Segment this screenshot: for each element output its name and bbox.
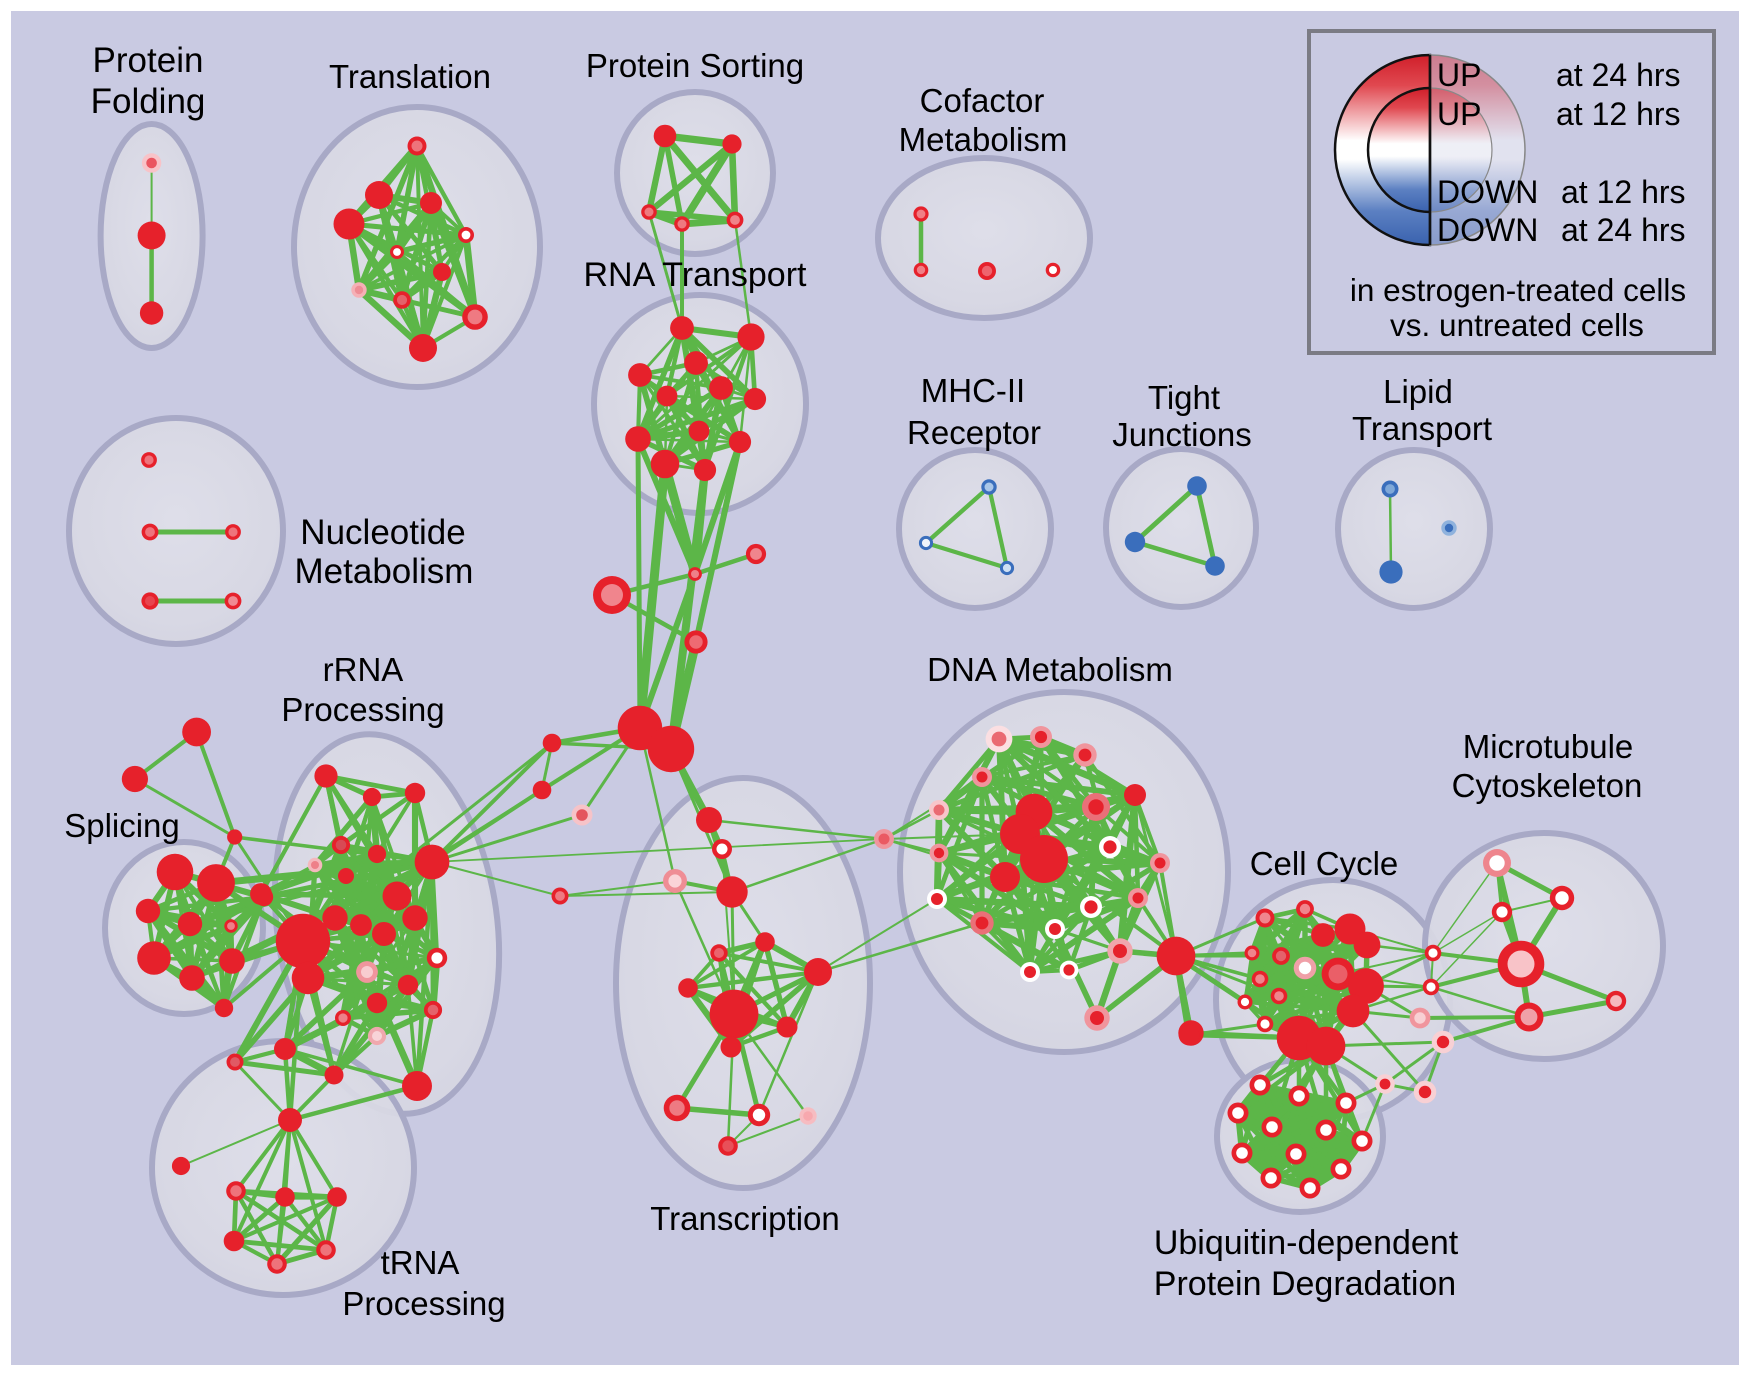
svg-text:vs. untreated cells: vs. untreated cells <box>1390 307 1644 343</box>
svg-text:Protein: Protein <box>93 41 204 80</box>
svg-text:Cofactor: Cofactor <box>920 82 1045 119</box>
svg-text:Cell Cycle: Cell Cycle <box>1250 845 1399 882</box>
svg-text:Metabolism: Metabolism <box>295 552 474 591</box>
svg-text:MHC-II: MHC-II <box>921 372 1025 409</box>
svg-text:rRNA: rRNA <box>323 651 404 688</box>
svg-text:DOWN: DOWN <box>1437 212 1538 248</box>
svg-text:Microtubule: Microtubule <box>1463 728 1634 765</box>
svg-text:tRNA: tRNA <box>381 1244 460 1281</box>
svg-text:Lipid: Lipid <box>1383 373 1453 410</box>
svg-text:Transport: Transport <box>1352 410 1492 447</box>
svg-text:Ubiquitin-dependent: Ubiquitin-dependent <box>1154 1224 1459 1262</box>
svg-text:Processing: Processing <box>342 1285 505 1322</box>
svg-text:RNA Transport: RNA Transport <box>584 256 808 294</box>
svg-text:UP: UP <box>1437 57 1481 93</box>
svg-text:Receptor: Receptor <box>907 414 1041 451</box>
svg-text:at 12 hrs: at 12 hrs <box>1561 174 1686 210</box>
svg-text:at 12 hrs: at 12 hrs <box>1556 96 1681 132</box>
svg-text:DOWN: DOWN <box>1437 174 1538 210</box>
svg-text:Splicing: Splicing <box>64 807 180 844</box>
svg-text:Tight: Tight <box>1148 379 1220 416</box>
svg-text:Translation: Translation <box>329 58 491 95</box>
svg-text:Transcription: Transcription <box>650 1200 840 1237</box>
svg-text:at 24 hrs: at 24 hrs <box>1556 57 1681 93</box>
svg-text:Cytoskeleton: Cytoskeleton <box>1452 767 1643 804</box>
svg-text:Nucleotide: Nucleotide <box>300 513 465 552</box>
svg-text:DNA Metabolism: DNA Metabolism <box>927 651 1173 688</box>
svg-text:Processing: Processing <box>281 691 444 728</box>
svg-text:at 24 hrs: at 24 hrs <box>1561 212 1686 248</box>
svg-text:Junctions: Junctions <box>1112 416 1251 453</box>
svg-text:Protein Sorting: Protein Sorting <box>586 47 804 84</box>
svg-text:in estrogen-treated cells: in estrogen-treated cells <box>1350 272 1686 308</box>
svg-text:UP: UP <box>1437 96 1481 132</box>
svg-text:Protein Degradation: Protein Degradation <box>1154 1265 1456 1303</box>
svg-text:Folding: Folding <box>91 82 206 121</box>
svg-text:Metabolism: Metabolism <box>899 121 1068 158</box>
